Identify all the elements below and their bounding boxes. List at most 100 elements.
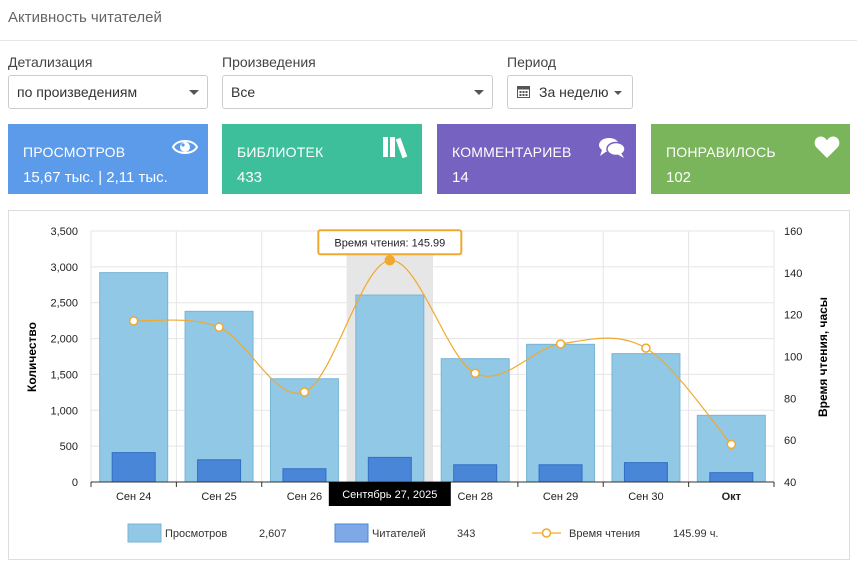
libraries-card: БИБЛИОТЕК 433: [222, 124, 422, 194]
bar-readers: [709, 472, 754, 483]
bar-views: [611, 353, 681, 483]
y-tick-label: 2,500: [50, 298, 78, 310]
likes-card: ПОНРАВИЛОСЬ 102: [651, 124, 850, 194]
reading-time-point: [726, 439, 737, 450]
comments-card-value: 14: [452, 169, 469, 186]
bar-readers: [111, 452, 156, 483]
reading-time-point: [128, 316, 139, 326]
legend-swatch-readers: [334, 523, 369, 543]
comments-card-title: КОММЕНТАРИЕВ: [452, 144, 572, 160]
legend-name-reading-time: Время чтения: [569, 528, 640, 540]
works-select-value: Все: [231, 84, 256, 100]
works-filter-label: Произведения: [222, 54, 316, 70]
crosshair-label-text: Сентябрь 27, 2025: [342, 489, 437, 501]
eye-icon: [172, 140, 198, 154]
bar-views: [355, 294, 425, 483]
eye-pupil-highlight: [181, 143, 185, 147]
right-axis-ticks: 40 60 80 100 120 140 160: [784, 226, 802, 489]
y-tick-label: 3,000: [50, 262, 78, 274]
legend-name-readers: Читателей: [372, 528, 426, 540]
bar-readers: [282, 468, 327, 483]
bar-readers: [367, 456, 412, 483]
period-select[interactable]: За неделю: [507, 75, 633, 109]
heart-icon: [814, 136, 840, 158]
y2-tick-label: 40: [784, 477, 796, 489]
legend-value-views: 2,607: [259, 528, 287, 540]
legend-item-views[interactable]: Просмотров 2,607: [127, 523, 287, 543]
reading-time-point: [299, 387, 310, 397]
bar-views: [440, 358, 510, 483]
crosshair-label-box: [328, 482, 451, 506]
y-tick-label: 1,000: [50, 405, 78, 417]
chevron-down-icon: [474, 90, 484, 95]
libraries-card-value: 433: [237, 169, 263, 186]
comments-icon: [599, 138, 626, 158]
legend-name-views: Просмотров: [165, 528, 227, 540]
bar-views: [99, 272, 169, 483]
y-tick-label: 1,500: [50, 369, 78, 381]
legend-swatch-views: [127, 523, 162, 543]
activity-chart-panel: 0 500 1,000 1,500 2,000 2,500 3,000 3,500 40 60 8…: [8, 210, 850, 560]
period-select-value: За неделю: [539, 84, 609, 100]
detail-select-value: по произведениям: [17, 84, 138, 100]
detail-select[interactable]: по произведениям: [8, 75, 208, 109]
likes-card-title: ПОНРАВИЛОСЬ: [666, 144, 776, 160]
x-tick-label: Сен 28: [457, 491, 492, 503]
x-tick-label: Сен 30: [628, 491, 663, 503]
legend-value-reading-time: 145.99 ч.: [673, 528, 719, 540]
reading-time-point: [470, 368, 480, 378]
chevron-down-icon: [614, 91, 622, 95]
legend-item-reading-time[interactable]: Время чтения 145.99 ч.: [532, 528, 719, 540]
page-title: Активность читателей: [8, 9, 162, 26]
works-select[interactable]: Все: [222, 75, 493, 109]
y2-tick-label: 140: [784, 268, 802, 280]
bar-readers: [538, 464, 583, 483]
reading-time-points: [128, 255, 737, 450]
libraries-card-title: БИБЛИОТЕК: [237, 144, 324, 160]
x-tick-label: Сен 24: [116, 491, 151, 503]
legend-item-readers[interactable]: Читателей 343: [334, 523, 475, 543]
y-tick-label: 2,000: [50, 334, 78, 346]
x-tick-label: Сен 26: [287, 491, 322, 503]
chart-legend: Просмотров 2,607 Читателей 343 Время чте…: [127, 523, 719, 543]
tooltip-text: Время чтения: 145.99: [334, 237, 445, 249]
y2-tick-label: 160: [784, 226, 802, 238]
reading-time-line: [133, 259, 732, 445]
y-axis-title: Количество: [25, 322, 39, 392]
books-icon: [383, 137, 408, 158]
x-tick-label: Сен 29: [543, 491, 578, 503]
views-card-value: 15,67 тыс. | 2,11 тыс.: [23, 169, 168, 186]
bar-views: [526, 343, 596, 483]
y-tick-label: 0: [72, 477, 78, 489]
y2-tick-label: 100: [784, 352, 802, 364]
readers-bars: [111, 452, 754, 483]
calendar-icon: [517, 86, 530, 98]
chevron-down-icon: [189, 90, 199, 95]
legend-marker-reading-time: [541, 528, 552, 538]
y2-tick-label: 80: [784, 393, 796, 405]
detail-filter-label: Детализация: [8, 54, 93, 70]
tooltip-box: [317, 229, 463, 256]
reading-time-point: [384, 255, 396, 266]
title-divider: [0, 40, 857, 41]
views-card: ПРОСМОТРОВ 15,67 тыс. | 2,11 тыс.: [8, 124, 208, 194]
left-axis-ticks: 0 500 1,000 1,500 2,000 2,500 3,000 3,500: [50, 226, 78, 489]
chart-tooltip: Время чтения: 145.99: [317, 229, 463, 256]
comments-card: КОММЕНТАРИЕВ 14: [437, 124, 636, 194]
bar-readers: [623, 462, 668, 483]
y2-tick-label: 60: [784, 435, 796, 447]
reading-time-point: [641, 343, 651, 353]
bar-readers: [453, 464, 498, 483]
bar-views: [184, 310, 254, 483]
bar-readers: [197, 459, 242, 483]
y-tick-label: 3,500: [50, 226, 78, 238]
crosshair-label: Сентябрь 27, 2025: [328, 482, 451, 506]
y-tick-label: 500: [60, 441, 78, 453]
views-card-title: ПРОСМОТРОВ: [23, 144, 126, 160]
period-filter-label: Период: [507, 54, 557, 70]
views-bars: [99, 272, 766, 483]
y2-tick-label: 120: [784, 310, 802, 322]
activity-chart: 0 500 1,000 1,500 2,000 2,500 3,000 3,500 40 60 8…: [25, 226, 830, 543]
reading-time-point: [555, 339, 566, 349]
x-tick-label: Окт: [722, 491, 742, 503]
